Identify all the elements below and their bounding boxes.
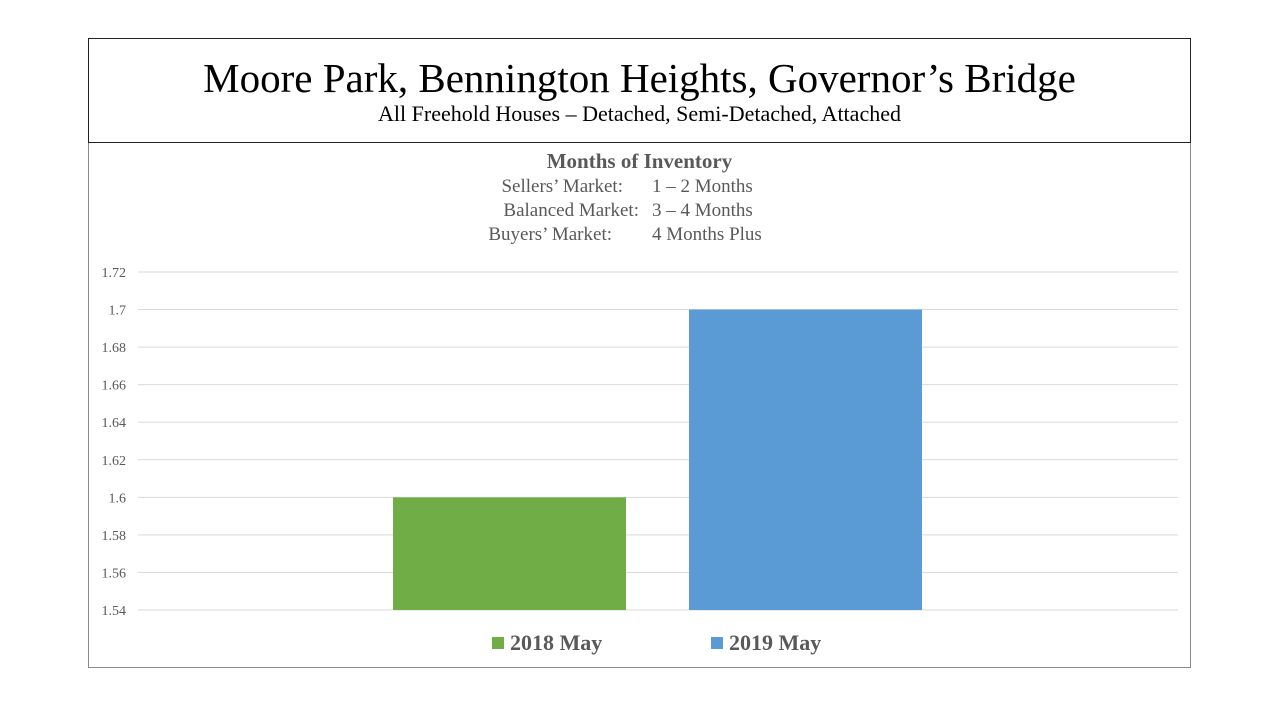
y-tick-label: 1.58 (102, 529, 127, 544)
legend-label-2019-may: 2019 May (729, 630, 822, 655)
y-tick-label: 1.66 (102, 379, 127, 394)
header-box: Moore Park, Bennington Heights, Governor… (88, 38, 1191, 143)
sellers-market-label: Sellers’ Market: (501, 176, 623, 197)
gridlines (138, 271, 1178, 611)
y-tick-label: 1.6 (109, 491, 127, 506)
buyers-market-label: Buyers’ Market: (488, 224, 612, 245)
y-tick-label: 1.56 (102, 566, 127, 581)
legend-swatch-2019-may (711, 637, 723, 649)
y-tick-label: 1.62 (102, 454, 127, 469)
bar-2019-may (689, 309, 922, 610)
y-tick-label: 1.54 (102, 604, 127, 619)
balanced-market-value: 3 – 4 Months (652, 200, 753, 221)
buyers-market-value: 4 Months Plus (652, 224, 762, 245)
y-axis-ticks: 1.54 1.56 1.58 1.6 1.62 1.64 1.66 1.68 1.7 1.72 (102, 266, 127, 619)
chart-legend: 2018 May 2019 May (0, 630, 1280, 660)
balanced-market-label: Balanced Market: (503, 200, 639, 221)
y-tick-label: 1.64 (102, 416, 127, 431)
page-subtitle: All Freehold Houses – Detached, Semi-Det… (378, 101, 901, 126)
y-tick-label: 1.7 (109, 304, 127, 319)
buyers-market-note: Buyers’ Market: 4 Months Plus (0, 223, 1280, 247)
bar-2018-may (393, 497, 626, 610)
legend-swatch-2018-may (492, 637, 504, 649)
y-tick-label: 1.68 (102, 341, 127, 356)
page-title: Moore Park, Bennington Heights, Governor… (203, 55, 1076, 101)
y-tick-label: 1.72 (102, 266, 127, 281)
sellers-market-note: Sellers’ Market: 1 – 2 Months (0, 175, 1280, 199)
sellers-market-value: 1 – 2 Months (652, 176, 753, 197)
legend-label-2018-may: 2018 May (510, 630, 603, 655)
legend-item-2018-may: 2018 May (492, 630, 602, 656)
balanced-market-note: Balanced Market: 3 – 4 Months (0, 199, 1280, 223)
chart-title: Months of Inventory (546, 149, 733, 173)
bars (393, 309, 922, 610)
chart-container: Months of Inventory (88, 143, 1191, 668)
legend-item-2019-may: 2019 May (711, 630, 821, 656)
